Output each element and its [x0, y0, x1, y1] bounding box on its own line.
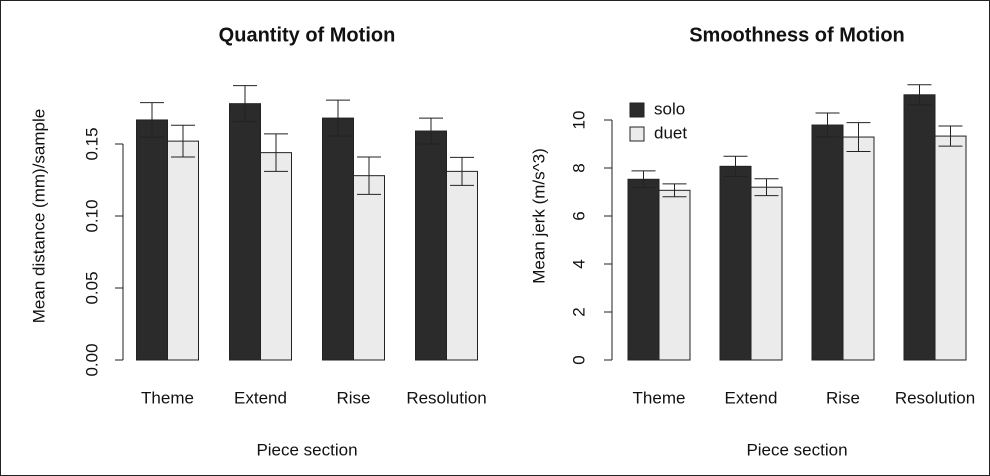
x-tick-label: Rise — [826, 388, 860, 407]
x-tick-label: Theme — [633, 388, 686, 407]
legend-swatch — [629, 102, 645, 118]
legend-label: solo — [654, 99, 685, 118]
y-tick-label: 0.05 — [82, 271, 101, 304]
bar — [446, 170, 478, 361]
bar — [811, 124, 844, 361]
bar — [627, 178, 660, 361]
legend-swatch — [629, 126, 645, 142]
chart-title: Quantity of Motion — [219, 24, 396, 46]
x-axis-label: Piece section — [256, 440, 357, 459]
bar — [719, 165, 752, 361]
y-tick-label: 8 — [569, 163, 588, 172]
y-axis-label: Mean distance (mm)/sample — [29, 109, 48, 323]
bar — [658, 189, 691, 361]
y-tick-label: 0.10 — [82, 199, 101, 232]
bar — [260, 152, 292, 361]
x-tick-label: Rise — [336, 388, 370, 407]
y-tick-label: 0 — [569, 355, 588, 364]
bar — [229, 103, 261, 361]
x-tick-label: Theme — [141, 388, 194, 407]
y-tick-label: 2 — [569, 307, 588, 316]
y-tick-label: 0.00 — [82, 343, 101, 376]
bar — [322, 117, 354, 361]
y-tick-label: 10 — [569, 111, 588, 130]
bar — [934, 135, 967, 361]
x-axis-label: Piece section — [746, 440, 847, 459]
y-tick-label: 0.15 — [82, 127, 101, 160]
y-axis-label: Mean jerk (m/s^3) — [529, 148, 548, 284]
bar — [750, 186, 783, 361]
bar — [353, 175, 385, 361]
x-tick-label: Extend — [725, 388, 778, 407]
x-tick-label: Resolution — [895, 388, 975, 407]
bar — [136, 119, 168, 361]
y-tick-label: 6 — [569, 211, 588, 220]
chart-title: Smoothness of Motion — [689, 24, 905, 46]
bar — [415, 130, 447, 361]
y-tick-label: 4 — [569, 259, 588, 268]
x-tick-label: Extend — [234, 388, 287, 407]
bar — [903, 94, 936, 361]
bar — [842, 136, 875, 361]
x-tick-label: Resolution — [406, 388, 486, 407]
legend-label: duet — [654, 123, 687, 142]
bar — [167, 140, 199, 361]
